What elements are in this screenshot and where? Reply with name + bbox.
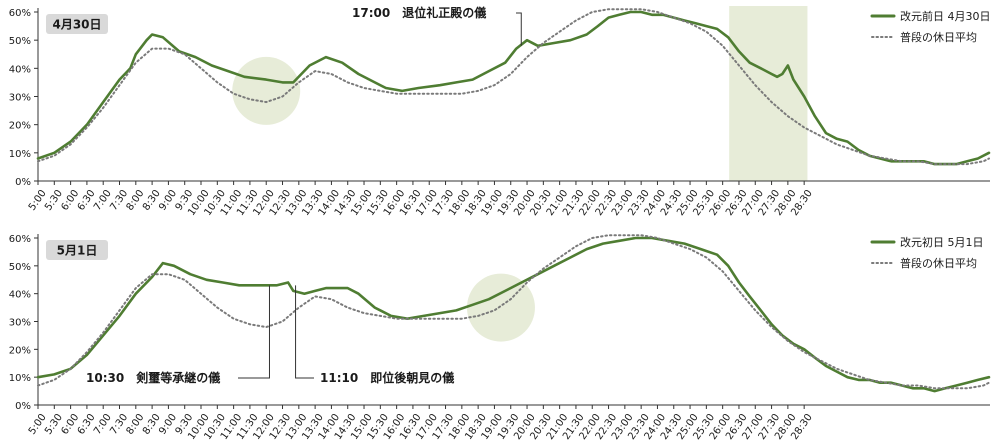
y-tick-label: 20%: [9, 121, 31, 132]
legend-label: 普段の休日平均: [900, 30, 977, 44]
y-tick-label: 60%: [9, 8, 31, 19]
panel-label: 5月1日: [57, 244, 98, 258]
annotation-label: 11:10 即位後朝見の儀: [320, 370, 454, 385]
y-tick-label: 40%: [9, 64, 31, 75]
series-line-main: [36, 10, 991, 166]
annotation-label: 10:30 剣璽等承継の儀: [86, 370, 220, 385]
legend-label: 改元初日 5月1日: [900, 235, 984, 249]
y-tick-label: 40%: [9, 290, 31, 301]
chart-panel-2: 0%10%20%30%40%50%60%5:005:306:006:307:00…: [9, 234, 991, 442]
y-tick-label: 30%: [9, 93, 31, 104]
legend-label: 改元前日 4月30日: [900, 9, 991, 23]
y-tick-label: 20%: [9, 345, 31, 356]
series-line-average: [37, 234, 990, 390]
y-tick-label: 50%: [9, 262, 31, 273]
legend-label: 普段の休日平均: [900, 256, 977, 270]
annotation-leader-line: [295, 285, 314, 379]
annotation-leader-line: [516, 12, 522, 46]
y-tick-label: 0%: [15, 401, 31, 412]
y-tick-label: 50%: [9, 36, 31, 47]
panel-label-box: [46, 240, 108, 260]
annotation-label: 17:00 退位礼正殿の儀: [352, 5, 486, 20]
y-tick-label: 60%: [9, 234, 31, 245]
y-tick-label: 0%: [15, 177, 31, 188]
annotation-leader-line: [238, 285, 270, 379]
highlight-circle: [466, 273, 535, 342]
y-tick-label: 10%: [9, 373, 31, 384]
highlight-circle: [232, 56, 301, 125]
panel-label: 4月30日: [52, 18, 101, 32]
chart-panel-1: 0%10%20%30%40%50%60%5:005:306:006:307:00…: [9, 5, 991, 218]
series-line-main: [36, 236, 991, 393]
highlight-band: [729, 6, 808, 181]
y-tick-label: 30%: [9, 318, 31, 329]
panel-label-box: [46, 14, 108, 34]
y-tick-label: 10%: [9, 149, 31, 160]
series-line-average: [37, 8, 990, 166]
